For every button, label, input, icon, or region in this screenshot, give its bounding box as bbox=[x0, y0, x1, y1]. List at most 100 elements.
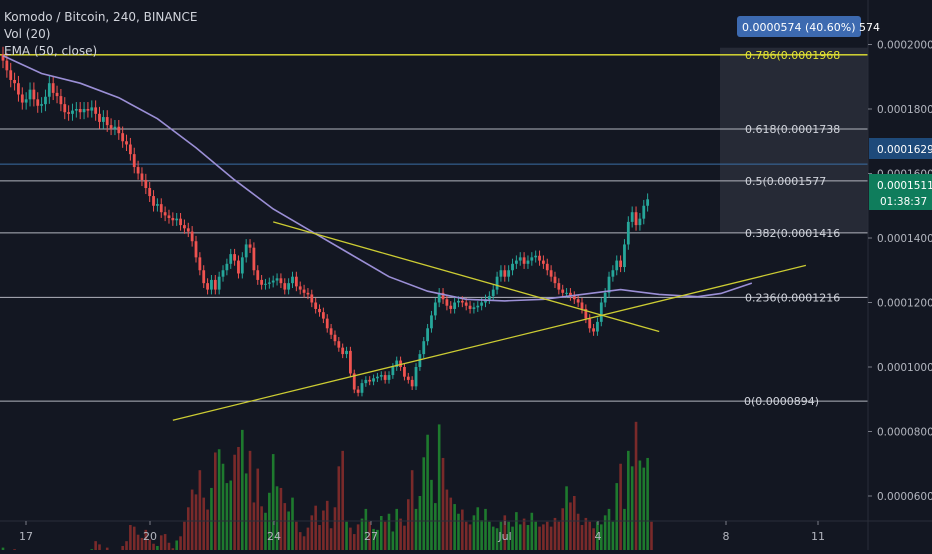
volume-bar bbox=[549, 526, 553, 554]
candle-body bbox=[152, 196, 155, 206]
candle-body bbox=[306, 292, 310, 295]
time-tick-label[interactable]: 4 bbox=[595, 530, 602, 543]
candle-body bbox=[44, 96, 47, 105]
volume-bar bbox=[341, 450, 344, 554]
candle-body bbox=[565, 292, 568, 294]
candle-body bbox=[441, 292, 445, 300]
candle-body bbox=[538, 255, 541, 261]
volume-bar bbox=[557, 521, 561, 554]
price-tick-label[interactable]: 0.0002000 bbox=[877, 40, 932, 52]
time-tick-label[interactable]: 17 bbox=[19, 530, 33, 543]
price-tag-level-text: 0.0001629 bbox=[877, 144, 932, 156]
candle-body bbox=[642, 205, 646, 219]
candle-body bbox=[584, 308, 588, 319]
volume-bar bbox=[349, 527, 352, 554]
candle-body bbox=[221, 270, 225, 277]
candle-body bbox=[225, 263, 229, 271]
time-tick-label[interactable]: 24 bbox=[267, 530, 281, 543]
candle-body bbox=[522, 257, 526, 264]
volume-bar bbox=[623, 508, 626, 554]
candle-body bbox=[291, 276, 294, 284]
candle-body bbox=[283, 283, 287, 290]
volume-bar bbox=[630, 466, 634, 554]
price-tag-level bbox=[869, 138, 932, 159]
volume-bar bbox=[410, 470, 414, 554]
candle-body bbox=[518, 257, 522, 261]
volume-bar bbox=[441, 457, 445, 554]
candle-body bbox=[406, 376, 410, 380]
candle-body bbox=[329, 328, 333, 335]
symbol-title[interactable]: Komodo / Bitcoin, 240, BINANCE bbox=[4, 10, 198, 24]
volume-bar bbox=[561, 508, 564, 554]
candle-body bbox=[341, 347, 345, 355]
time-tick-label[interactable]: Jul bbox=[497, 530, 511, 543]
candle-body bbox=[549, 270, 553, 277]
volume-bar bbox=[603, 515, 607, 554]
price-tick-label[interactable]: 0.0001000 bbox=[877, 362, 932, 374]
volume-bar bbox=[356, 524, 360, 554]
candle-body bbox=[638, 218, 642, 226]
candle-body bbox=[1, 54, 5, 61]
volume-bar bbox=[530, 512, 534, 554]
fib-label: 0(0.0000894) bbox=[744, 395, 819, 408]
volume-bar bbox=[129, 525, 132, 554]
time-tick-label[interactable]: 11 bbox=[811, 530, 825, 543]
volume-bar bbox=[268, 492, 271, 554]
candle-body bbox=[9, 70, 13, 80]
volume-bar bbox=[611, 521, 615, 554]
volume-bar bbox=[271, 454, 275, 554]
price-tick-label[interactable]: 0.0001200 bbox=[877, 298, 932, 310]
chart-legend: Komodo / Bitcoin, 240, BINANCE Vol (20) … bbox=[4, 9, 197, 60]
candle-body bbox=[279, 278, 283, 284]
candle-body bbox=[59, 96, 63, 105]
volume-bar bbox=[464, 521, 468, 554]
time-tick-label[interactable]: 8 bbox=[723, 530, 730, 543]
candle-body bbox=[267, 282, 271, 284]
candle-body bbox=[28, 89, 32, 100]
volume-bar bbox=[642, 467, 646, 554]
price-tick-label[interactable]: 0.0000600 bbox=[877, 491, 932, 503]
candle-body bbox=[410, 379, 414, 387]
trendline[interactable] bbox=[273, 221, 660, 333]
candle-body bbox=[71, 110, 74, 114]
price-tick-label[interactable]: 0.0001800 bbox=[877, 104, 932, 116]
candle-body bbox=[294, 276, 298, 287]
volume-bar bbox=[306, 527, 310, 554]
candle-body bbox=[623, 244, 626, 268]
volume-bar bbox=[198, 470, 202, 554]
candle-body bbox=[599, 302, 603, 322]
candle-body bbox=[132, 154, 136, 168]
candle-body bbox=[271, 280, 275, 283]
volume-bar bbox=[121, 545, 124, 554]
volume-bar bbox=[542, 524, 545, 554]
volume-bar bbox=[576, 513, 580, 554]
candle-body bbox=[387, 375, 391, 380]
candle-body bbox=[217, 276, 221, 290]
candle-body bbox=[337, 341, 341, 348]
volume-indicator-label[interactable]: Vol (20) bbox=[4, 27, 51, 41]
volume-bar bbox=[183, 521, 186, 554]
fib-label: 0.5(0.0001577 bbox=[745, 175, 826, 188]
volume-bar bbox=[634, 421, 638, 554]
candle-body bbox=[464, 302, 468, 306]
volume-bar bbox=[233, 454, 236, 554]
time-tick-label[interactable]: 27 bbox=[364, 530, 378, 543]
price-tick-label[interactable]: 0.0001400 bbox=[877, 233, 932, 245]
volume-bar bbox=[399, 518, 402, 554]
candle-body bbox=[206, 283, 209, 290]
volume-bar bbox=[572, 496, 576, 554]
last-price-text: 0.0001511 bbox=[877, 180, 932, 192]
trendline[interactable] bbox=[172, 264, 807, 421]
volume-bar bbox=[144, 529, 148, 554]
candle-body bbox=[476, 305, 480, 308]
volume-bar bbox=[376, 529, 379, 554]
candle-body bbox=[607, 276, 611, 293]
time-tick-label[interactable]: 20 bbox=[143, 530, 157, 543]
ema-indicator-label[interactable]: EMA (50, close) bbox=[4, 44, 98, 58]
price-tick-label[interactable]: 0.0000800 bbox=[877, 427, 932, 439]
candle-body bbox=[90, 107, 94, 111]
candle-body bbox=[364, 379, 368, 384]
volume-bar bbox=[186, 507, 190, 554]
